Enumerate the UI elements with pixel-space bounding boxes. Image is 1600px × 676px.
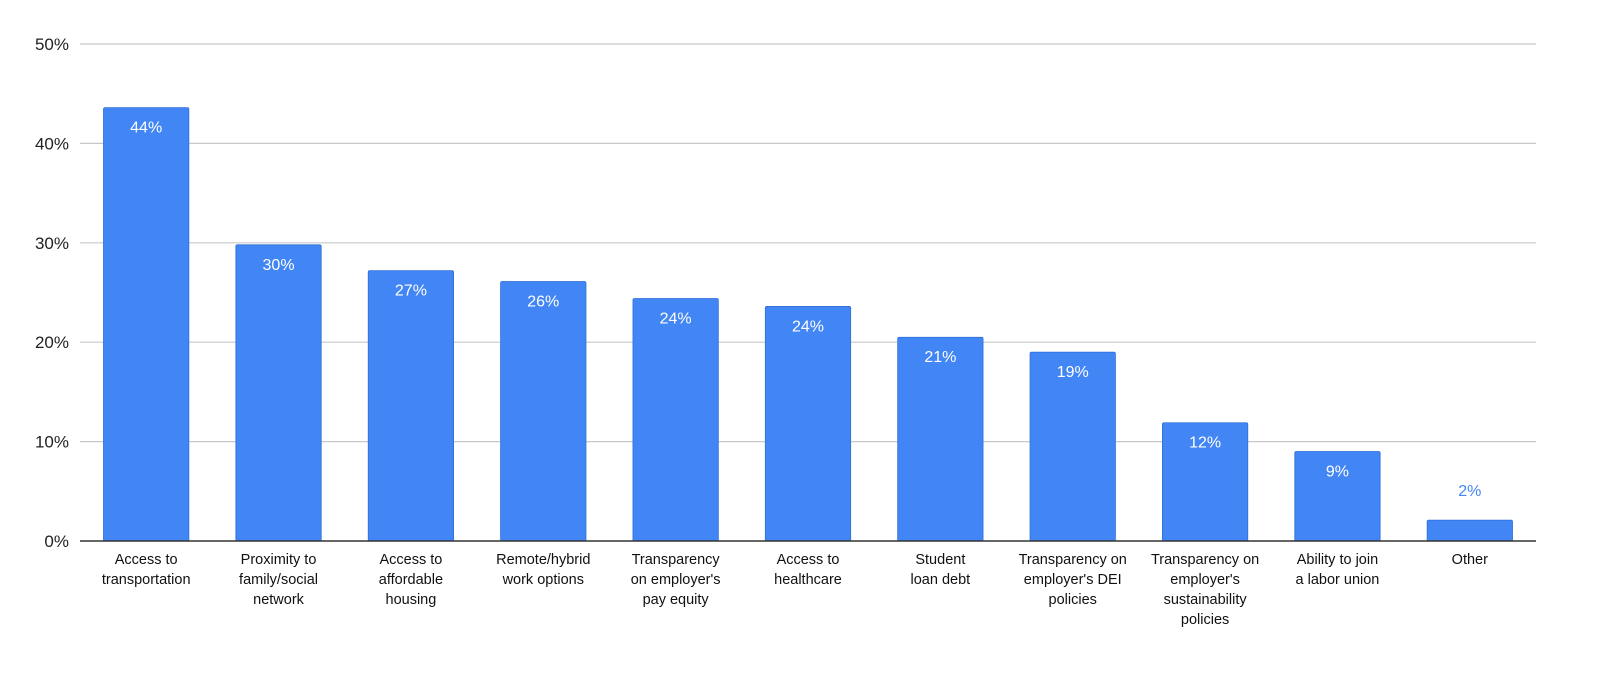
category-label: Access to xyxy=(777,552,840,568)
category-label: Access to xyxy=(115,552,178,568)
data-label: 26% xyxy=(527,294,559,311)
data-label: 12% xyxy=(1189,435,1221,452)
bar xyxy=(367,270,454,542)
bar xyxy=(897,336,984,542)
category-label: network xyxy=(253,592,305,608)
category-label: Remote/hybrid xyxy=(496,552,590,568)
category-label: work options xyxy=(502,572,584,588)
y-tick-label: 30% xyxy=(35,234,69,253)
y-tick-label: 10% xyxy=(35,433,69,452)
bar xyxy=(103,107,190,542)
category-label: affordable xyxy=(379,572,443,588)
category-label: Student xyxy=(915,552,965,568)
data-label: 30% xyxy=(263,257,295,274)
data-label: 24% xyxy=(792,318,824,335)
y-tick-label: 20% xyxy=(35,333,69,352)
bar xyxy=(500,281,587,542)
y-axis-ticks: 0% 10% 20% 30% 40% 50% xyxy=(35,35,69,551)
bar xyxy=(235,244,322,542)
category-label: Ability to join xyxy=(1297,552,1378,568)
data-label: 19% xyxy=(1057,364,1089,381)
category-label: Access to xyxy=(379,552,442,568)
category-label: Transparency xyxy=(632,552,721,568)
x-axis-categories: Access to transportation Proximity to famil… xyxy=(102,552,1488,628)
category-label: pay equity xyxy=(643,592,710,608)
data-label: 9% xyxy=(1326,464,1349,481)
category-label: healthcare xyxy=(774,572,842,588)
category-label: housing xyxy=(386,592,437,608)
category-label: loan debt xyxy=(911,572,971,588)
y-tick-label: 0% xyxy=(44,532,69,551)
data-label: 21% xyxy=(924,349,956,366)
category-label: family/social xyxy=(239,572,318,588)
category-label: policies xyxy=(1049,592,1097,608)
gridlines xyxy=(80,43,1536,443)
data-labels: 44% 30% 27% 26% 24% 24% 21% 19% 12% 9% 2% xyxy=(130,120,1481,501)
category-label: employer's xyxy=(1170,572,1240,588)
bar xyxy=(632,298,719,542)
data-label: 27% xyxy=(395,283,427,300)
bar xyxy=(764,306,852,542)
category-label: on employer's xyxy=(631,572,721,588)
category-label: Proximity to xyxy=(241,552,317,568)
category-label: sustainability xyxy=(1164,592,1248,608)
y-tick-label: 40% xyxy=(35,134,69,153)
y-tick-label: 50% xyxy=(35,35,69,54)
category-label: Transparency on xyxy=(1151,552,1259,568)
category-label: Transparency on xyxy=(1019,552,1127,568)
category-label: policies xyxy=(1181,612,1229,628)
bar xyxy=(1426,519,1513,542)
data-label: 44% xyxy=(130,120,162,137)
data-label: 24% xyxy=(660,310,692,327)
data-label: 2% xyxy=(1458,483,1481,500)
category-label: a labor union xyxy=(1296,572,1380,588)
category-label: Other xyxy=(1452,552,1488,568)
category-label: employer's DEI xyxy=(1024,572,1122,588)
category-label: transportation xyxy=(102,572,191,588)
